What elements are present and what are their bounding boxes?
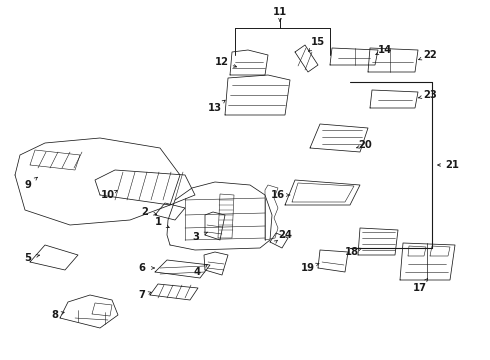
Text: 10: 10 [101, 190, 115, 200]
Text: 20: 20 [358, 140, 372, 150]
Text: 17: 17 [413, 283, 427, 293]
Text: 24: 24 [278, 230, 292, 240]
Text: 8: 8 [51, 310, 58, 320]
Text: 4: 4 [194, 267, 200, 277]
Text: 11: 11 [273, 7, 287, 17]
Text: 2: 2 [142, 207, 148, 217]
Text: 22: 22 [423, 50, 437, 60]
Text: 19: 19 [301, 263, 315, 273]
Text: 23: 23 [423, 90, 437, 100]
Text: 18: 18 [345, 247, 359, 257]
Text: 14: 14 [378, 45, 392, 55]
Text: 1: 1 [154, 217, 162, 227]
Text: 7: 7 [139, 290, 146, 300]
Text: 12: 12 [215, 57, 229, 67]
Text: 15: 15 [311, 37, 325, 47]
Text: 13: 13 [208, 103, 222, 113]
Text: 3: 3 [193, 232, 199, 242]
Text: 6: 6 [139, 263, 146, 273]
Text: 16: 16 [271, 190, 285, 200]
Text: 9: 9 [24, 180, 31, 190]
Text: 21: 21 [445, 160, 459, 170]
Text: 5: 5 [24, 253, 31, 263]
